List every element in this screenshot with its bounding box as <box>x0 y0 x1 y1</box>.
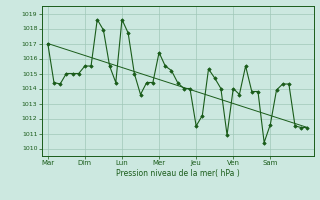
X-axis label: Pression niveau de la mer( hPa ): Pression niveau de la mer( hPa ) <box>116 169 239 178</box>
